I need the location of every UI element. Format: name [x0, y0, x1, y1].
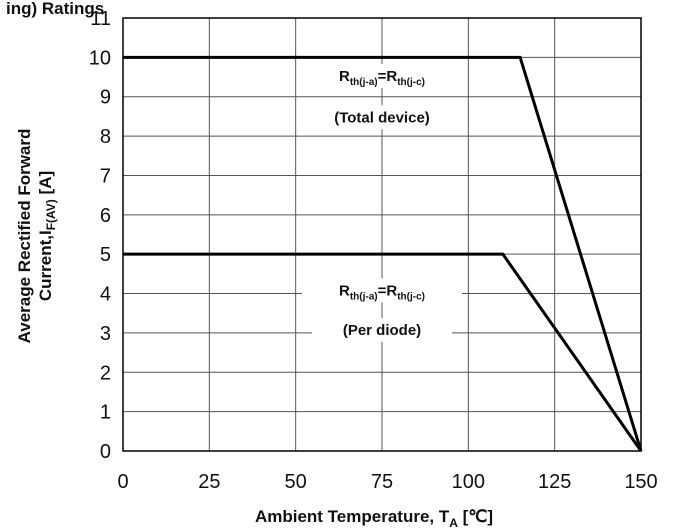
annotation-formula-part: th(j-a) [350, 292, 378, 303]
y-tick-label: 6 [100, 205, 111, 227]
x-tick-label: 25 [198, 471, 220, 493]
y-tick-label: 3 [100, 323, 111, 345]
x-axis-label-main: Ambient Temperature, T [255, 507, 450, 526]
series-line-2 [123, 252, 643, 452]
annotation-formula-part: R [386, 68, 397, 85]
y-tick-label: 9 [100, 87, 111, 109]
annotation-formula-1: Rth(j-a)=Rth(j-c) [339, 68, 425, 88]
annotation-formula-part: th(j-c) [397, 292, 425, 303]
x-tick-label: 100 [452, 471, 485, 493]
x-axis-label-sub: A [449, 516, 458, 530]
series-line-1 [123, 55, 643, 452]
plot-frame [122, 17, 642, 452]
annotation-formula-part: R [386, 283, 397, 300]
y-tick-label: 2 [100, 362, 111, 384]
y-axis-label-line2-unit: [A] [36, 171, 55, 199]
annotation-caption-2: (Per diode) [343, 322, 421, 339]
annotation-bg [302, 278, 462, 303]
annotation-caption-1: (Total device) [334, 109, 430, 126]
annotation-bg [312, 317, 452, 342]
annotation-formula-part: R [339, 283, 350, 300]
annotation-formula-part: = [378, 68, 387, 85]
annotations: Rth(j-a)=Rth(j-c)(Total device)Rth(j-a)=… [302, 63, 462, 342]
x-axis-label-unit: [℃] [458, 507, 493, 526]
y-tick-label: 7 [100, 165, 111, 187]
y-tick-label: 0 [100, 441, 111, 463]
annotation-formula-2: Rth(j-a)=Rth(j-c) [339, 283, 425, 303]
y-axis-label-line1: Average Rectified Forward [15, 129, 34, 344]
annotation-formula-part: R [339, 68, 350, 85]
y-axis-label-line2-main: Current,I [36, 230, 55, 301]
chart-title-fragment: ing) Ratings [6, 0, 104, 18]
y-tick-label: 11 [90, 8, 111, 30]
x-tick-label: 125 [538, 471, 571, 493]
annotation-formula-part: th(j-c) [397, 77, 425, 88]
y-axis-label-line2: Current,IF(AV) [A] [36, 171, 58, 301]
gridlines [123, 18, 641, 451]
y-tick-label: 4 [100, 284, 111, 306]
x-tick-label: 150 [624, 471, 657, 493]
tick-labels: 0 25 50 75 100 125 150 0 1 2 3 4 5 6 7 8 9 10 11 [89, 8, 658, 493]
y-tick-label: 8 [100, 126, 111, 148]
annotation-formula-part: th(j-a) [350, 77, 378, 88]
y-tick-label: 5 [100, 244, 111, 266]
y-tick-label: 1 [100, 402, 111, 424]
x-tick-label: 0 [117, 471, 128, 493]
x-axis-label: Ambient Temperature, TA [℃] [255, 507, 493, 530]
y-tick-label: 10 [89, 47, 111, 69]
series-layer [123, 55, 643, 452]
annotation-formula-part: = [378, 283, 387, 300]
annotation-bg [312, 105, 452, 130]
y-axis-label: Average Rectified Forward Current,IF(AV)… [15, 129, 58, 344]
x-tick-label: 75 [371, 471, 393, 493]
x-tick-label: 50 [285, 471, 307, 493]
y-axis-label-line2-sub: F(AV) [44, 199, 58, 230]
annotation-bg [302, 63, 462, 88]
